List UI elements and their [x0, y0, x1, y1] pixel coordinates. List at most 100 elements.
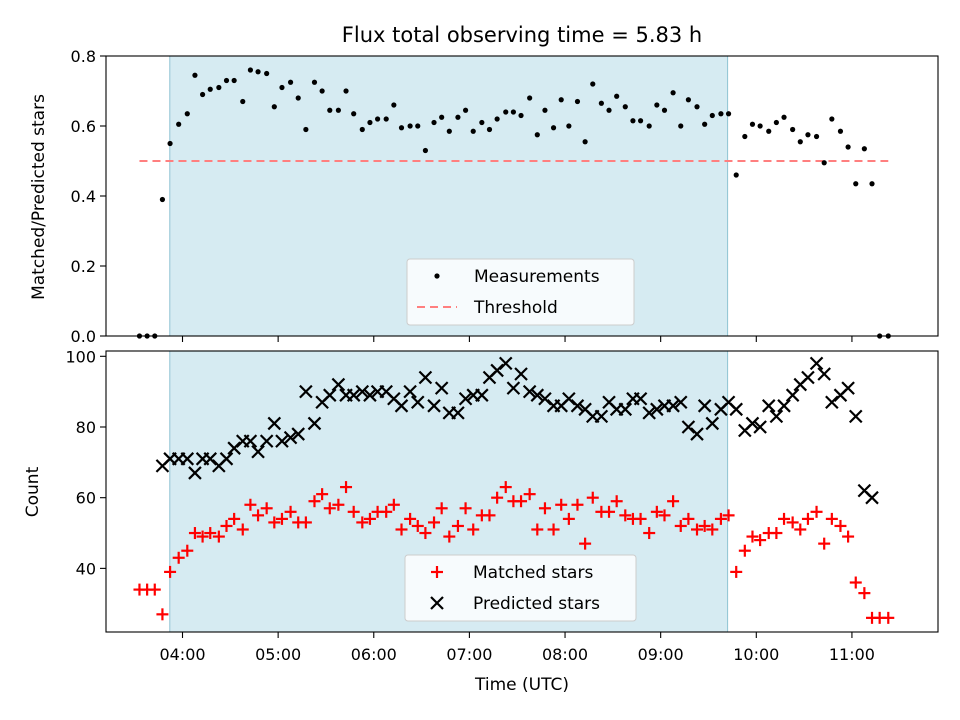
matched-star-point [395, 523, 408, 536]
predicted-star-point [705, 416, 720, 431]
matched-star-point [603, 505, 616, 518]
measurement-point [240, 98, 246, 105]
measurement-point [255, 69, 261, 75]
measurement-point [757, 123, 763, 129]
matched-star-point [156, 608, 169, 621]
measurement-point [566, 123, 572, 129]
predicted-star-point [809, 356, 824, 371]
matched-star-point [340, 481, 353, 494]
matched-star-point [515, 495, 528, 508]
measurement-point [287, 79, 294, 85]
x-tick-label: 07:00 [446, 645, 492, 664]
predicted-star-point [259, 434, 274, 448]
matched-star-point [531, 523, 544, 536]
y-tick-label: 0.2 [71, 257, 96, 276]
matched-star-point [667, 495, 680, 508]
measurement-point [415, 123, 421, 129]
matched-star-point [148, 583, 161, 596]
matched-star-point [299, 516, 312, 529]
matched-star-point [220, 519, 233, 532]
predicted-star-point [594, 409, 609, 424]
measurement-point [279, 84, 285, 91]
measurement-point [622, 104, 628, 110]
matched-star-point [523, 488, 536, 501]
measurement-point [311, 79, 318, 85]
matched-star-point [363, 512, 376, 525]
predicted-star-point [498, 356, 513, 371]
measurement-point [295, 95, 301, 101]
matched-star-point [428, 516, 441, 529]
y-tick-label: 80 [76, 418, 96, 437]
measurement-point [167, 140, 173, 147]
matched-star-point [236, 523, 249, 536]
predicted-star-point [865, 490, 879, 505]
predicted-star-point [633, 391, 648, 406]
measurement-point [303, 126, 309, 133]
measurement-point [614, 93, 620, 99]
predicted-star-point [346, 388, 361, 402]
legend-measurements-marker [434, 273, 440, 279]
predicted-star-point [666, 399, 680, 413]
measurement-point [694, 104, 700, 110]
y-tick-label: 40 [76, 559, 96, 578]
predicted-star-point [817, 367, 831, 381]
measurement-point [709, 112, 715, 119]
predicted-star-point [530, 388, 545, 402]
matched-star-point [619, 509, 632, 522]
matched-star-point [722, 509, 735, 522]
bottom-panel: 40 60 80 100 04:00 05:00 06:00 07:00 08:00 09:00… [23, 347, 939, 695]
measurement-point [494, 116, 500, 122]
bottom-y-axis: 40 60 80 100 [65, 347, 106, 578]
matched-star-point [658, 509, 671, 522]
measurement-point [359, 126, 365, 133]
predicted-star-point [848, 409, 863, 424]
measurement-point [319, 88, 325, 94]
measurement-point [661, 107, 668, 113]
measurement-point [654, 102, 660, 108]
measurement-point [574, 98, 581, 105]
measurement-point [781, 114, 787, 120]
measurement-point [861, 146, 867, 152]
measurement-point [813, 133, 820, 140]
predicted-stars-series [155, 356, 879, 505]
matched-star-point [682, 512, 695, 525]
legend-predicted-label: Predicted stars [473, 594, 600, 614]
top-y-axis: 0.0 0.2 0.4 0.6 0.8 [71, 47, 106, 346]
measurement-point [821, 160, 827, 166]
matched-star-point [794, 523, 807, 536]
measurement-point [702, 121, 708, 127]
matched-star-point [308, 495, 321, 508]
matched-star-point [244, 498, 257, 511]
measurements-series [136, 67, 891, 339]
measurement-point [422, 147, 429, 154]
bottom-y-axis-label: Count [23, 466, 43, 517]
measurement-point [685, 97, 692, 103]
matched-star-point [332, 498, 345, 511]
predicted-star-point [514, 367, 528, 381]
matched-star-point [818, 537, 831, 550]
measurement-point [407, 123, 413, 129]
predicted-star-point [769, 409, 784, 424]
measurement-point [446, 128, 452, 134]
measurement-point [216, 84, 222, 91]
matched-star-point [404, 512, 417, 525]
measurement-point [383, 116, 389, 122]
matched-star-point [260, 502, 273, 515]
measurement-point [558, 97, 564, 103]
matched-star-point [212, 530, 225, 543]
predicted-star-point [745, 416, 760, 431]
measurement-point [159, 196, 166, 203]
predicted-star-point [777, 399, 791, 413]
measurement-point [733, 172, 739, 178]
matched-star-point [849, 576, 862, 589]
predicted-star-point [275, 434, 289, 448]
matched-star-point [380, 505, 393, 518]
matched-star-point [634, 512, 647, 525]
measurement-point [247, 67, 254, 73]
top-legend: Measurements Threshold [406, 258, 635, 326]
matched-star-point [746, 530, 759, 543]
x-axis-label: Time (UTC) [474, 675, 569, 695]
measurement-point [718, 111, 724, 117]
predicted-star-point [673, 395, 688, 410]
